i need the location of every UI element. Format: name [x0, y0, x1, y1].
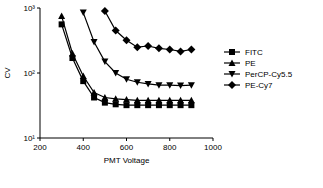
- point: [113, 101, 119, 107]
- point: [187, 45, 195, 53]
- y-tick-label: 10¹: [23, 134, 35, 143]
- legend: FITC PE PerCP-Cy5.5 PE-Cy7: [224, 48, 293, 90]
- x-axis-label: PMT Voltage: [104, 156, 150, 165]
- legend-marker: [229, 49, 235, 55]
- point: [145, 97, 152, 104]
- point: [91, 39, 98, 46]
- point: [112, 95, 119, 102]
- legend-label: PerCP-Cy5.5: [245, 70, 293, 79]
- y-tick: [37, 8, 40, 9]
- point: [58, 13, 65, 20]
- legend-marker: [229, 60, 236, 67]
- point: [177, 47, 185, 55]
- y-tick-label: 10²: [23, 69, 35, 78]
- chart: 200 400 600 800 1000 10¹ 10² 10³ PMT Voltage CV FI…: [0, 0, 323, 188]
- y-axis-label: CV: [3, 67, 12, 79]
- x-tick: [169, 138, 170, 141]
- point: [166, 82, 173, 89]
- x-tick-label: 800: [163, 143, 177, 152]
- x-tick-label: 200: [33, 143, 47, 152]
- point: [177, 83, 184, 90]
- point: [112, 70, 119, 77]
- legend-label: PE-Cy7: [245, 81, 273, 90]
- point: [112, 27, 120, 35]
- y-tick-label: 10³: [23, 4, 35, 13]
- series-line: [62, 16, 192, 100]
- point: [80, 10, 87, 17]
- x-tick-label: 1000: [204, 143, 222, 152]
- point: [166, 45, 174, 53]
- point: [101, 59, 108, 66]
- legend-marker: [229, 71, 236, 78]
- point: [145, 81, 152, 88]
- point: [123, 96, 130, 103]
- y-tick: [37, 138, 40, 139]
- point: [91, 89, 98, 96]
- point: [101, 7, 109, 15]
- point: [188, 82, 195, 89]
- series-line: [105, 11, 192, 51]
- point: [80, 72, 87, 79]
- x-tick-label: 400: [77, 143, 91, 152]
- point: [155, 97, 162, 104]
- point: [155, 44, 163, 52]
- series-line: [62, 24, 192, 105]
- legend-label: PE: [245, 59, 256, 68]
- point: [69, 50, 76, 57]
- point: [144, 42, 152, 50]
- point: [155, 82, 162, 89]
- point: [123, 36, 131, 44]
- point: [133, 43, 141, 51]
- point: [123, 76, 130, 83]
- point: [124, 102, 130, 108]
- point: [166, 97, 173, 104]
- point: [102, 100, 108, 106]
- point: [177, 97, 184, 104]
- y-tick: [37, 73, 40, 74]
- plot-area: [58, 7, 195, 108]
- legend-label: FITC: [245, 48, 263, 57]
- x-tick: [83, 138, 84, 141]
- x-tick: [213, 138, 214, 141]
- series-line: [83, 13, 191, 86]
- x-tick-label: 600: [120, 143, 134, 152]
- point: [188, 97, 195, 104]
- point: [101, 94, 108, 101]
- x-tick: [126, 138, 127, 141]
- point: [134, 79, 141, 86]
- point: [134, 97, 141, 104]
- legend-marker: [228, 81, 236, 89]
